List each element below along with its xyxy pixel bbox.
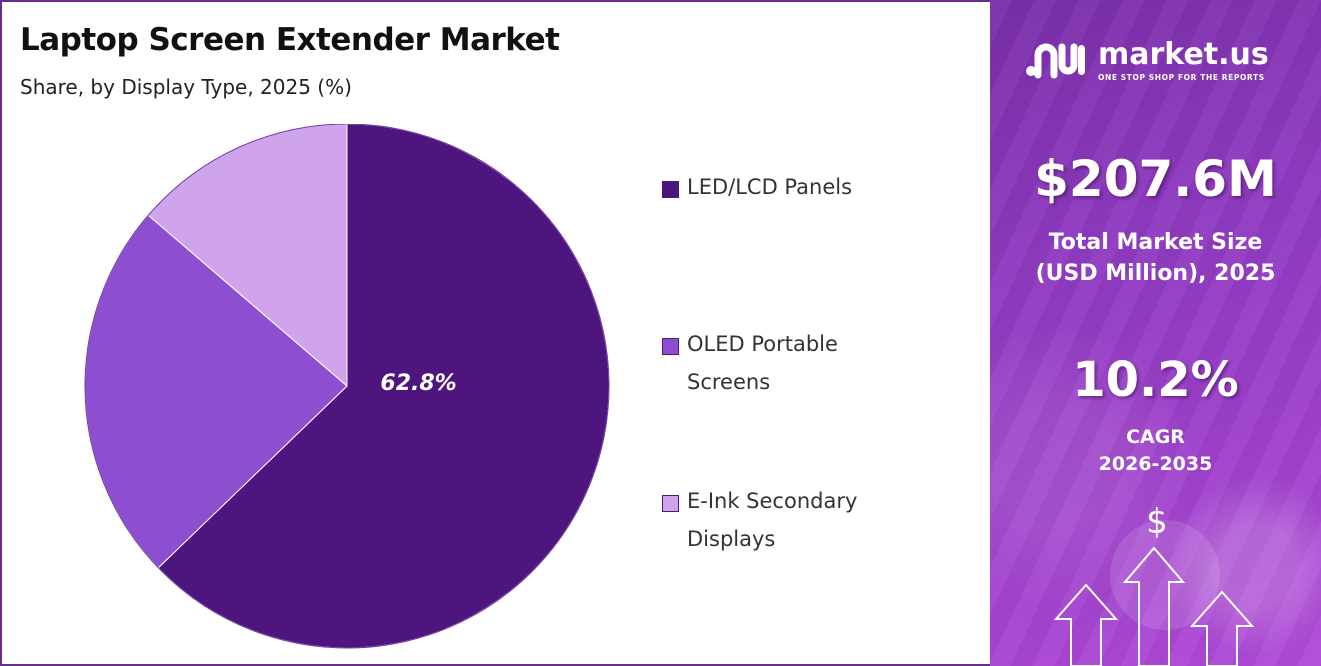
dollar-icon: $ <box>1142 502 1172 542</box>
legend-item-oled: OLED Portable Screens <box>662 331 922 401</box>
legend-label-line: Displays <box>687 527 776 551</box>
legend-item-e-ink: E-Ink Secondary Displays <box>662 488 922 558</box>
stats-sidebar: market.us ONE STOP SHOP FOR THE REPORTS … <box>990 0 1321 666</box>
legend-label-led-lcd: LED/LCD Panels <box>687 168 852 206</box>
chart-panel: Laptop Screen Extender Market Share, by … <box>0 0 990 666</box>
market-size-value: $207.6M <box>1034 150 1277 208</box>
cagr-label: CAGR <box>1126 426 1185 448</box>
pie-data-label: 62.8% <box>380 371 456 396</box>
brand-name: market.us <box>1098 37 1269 72</box>
legend-item-led-lcd: LED/LCD Panels <box>662 174 922 206</box>
legend-label-oled: OLED Portable Screens <box>687 325 838 401</box>
chart-title: Laptop Screen Extender Market <box>20 22 560 58</box>
up-arrow-icon <box>1053 520 1255 666</box>
brand-tagline: ONE STOP SHOP FOR THE REPORTS <box>1098 73 1265 82</box>
market-size-label-line-1: Total Market Size <box>1048 230 1263 255</box>
legend-swatch-led-lcd <box>662 181 679 198</box>
legend-label-line: LED/LCD Panels <box>687 175 853 199</box>
cagr-value: 10.2% <box>1072 352 1239 408</box>
pie-outline <box>84 124 610 649</box>
brand-logo-icon <box>1026 43 1085 79</box>
sidebar-background <box>990 0 1321 666</box>
legend-swatch-oled <box>662 338 679 355</box>
legend-label-line: OLED Portable <box>687 332 838 356</box>
legend-swatch-e-ink <box>662 495 679 512</box>
legend-label-e-ink: E-Ink Secondary Displays <box>687 482 857 558</box>
pie-chart: 62.8% <box>84 124 610 649</box>
cagr-period: 2026-2035 <box>1098 453 1213 475</box>
chart-subtitle: Share, by Display Type, 2025 (%) <box>20 75 352 99</box>
brand-logo: market.us ONE STOP SHOP FOR THE REPORTS <box>1024 40 1269 82</box>
legend-label-line: Screens <box>687 370 771 394</box>
market-size-label-line-2: (USD Million), 2025 <box>1035 261 1276 286</box>
legend-label-line: E-Ink Secondary <box>687 489 858 513</box>
